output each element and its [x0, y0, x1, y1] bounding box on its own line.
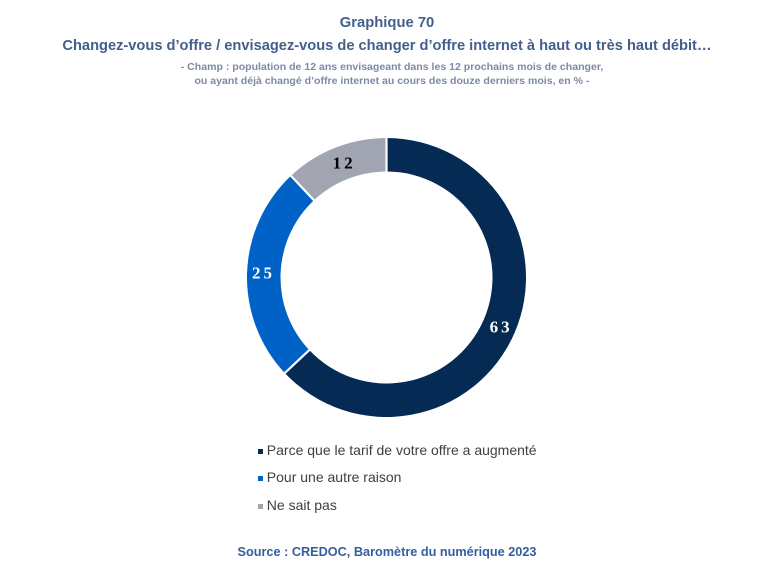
svg-text:25: 25	[252, 263, 275, 282]
svg-text:63: 63	[490, 317, 513, 336]
svg-text:12: 12	[333, 153, 356, 172]
